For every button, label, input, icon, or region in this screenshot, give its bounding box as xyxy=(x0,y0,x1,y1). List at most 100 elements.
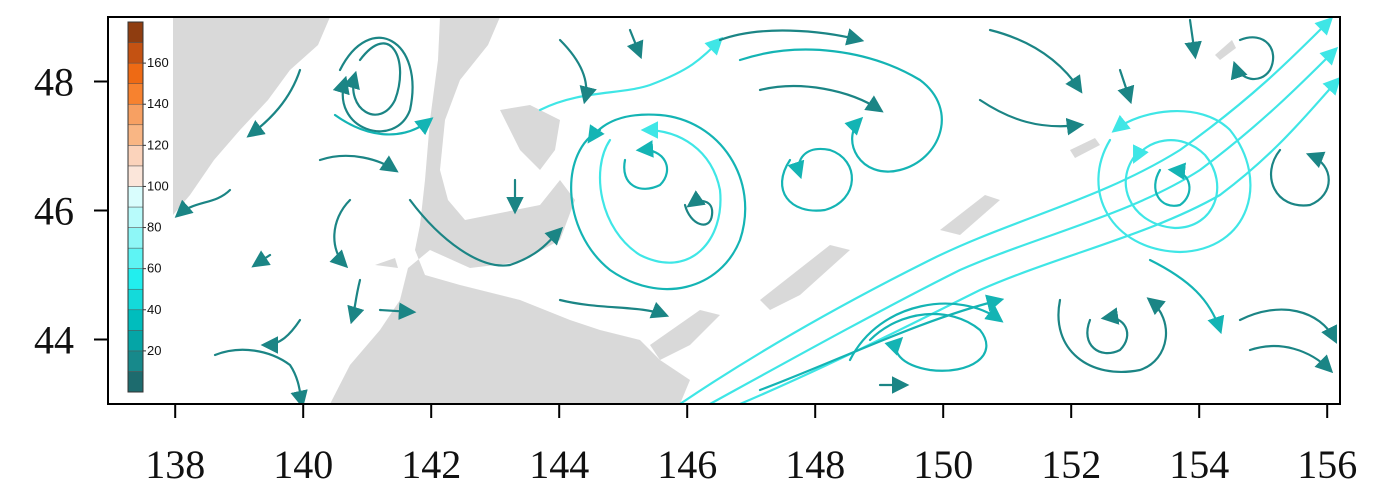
colorbar-bin xyxy=(127,145,144,167)
colorbar-bin xyxy=(127,309,144,331)
streamline xyxy=(332,36,414,133)
land xyxy=(650,310,720,360)
land xyxy=(173,17,330,215)
land xyxy=(940,195,1000,235)
colorbar-bin xyxy=(127,247,144,269)
streamline xyxy=(570,113,747,291)
colorbar-tick-label: 140 xyxy=(147,96,169,111)
streamline xyxy=(1097,110,1252,254)
streamline xyxy=(1230,36,1275,81)
streamline xyxy=(558,298,670,319)
streamline xyxy=(1086,307,1129,355)
streamline xyxy=(408,198,564,267)
streamline xyxy=(333,113,434,136)
streamline xyxy=(738,48,943,173)
colorbar-bin xyxy=(127,103,144,126)
streamline xyxy=(758,294,1005,392)
streamline xyxy=(626,28,644,60)
colorbar-bin xyxy=(127,21,144,43)
streamline xyxy=(213,348,308,404)
colorbar-bin xyxy=(127,83,144,105)
colorbar-bin xyxy=(127,350,144,372)
streamline xyxy=(318,154,399,173)
colorbar-tick-label: 60 xyxy=(147,261,161,276)
streamline xyxy=(780,147,853,212)
colorbar-bin xyxy=(127,124,144,146)
colorbar-frame xyxy=(127,21,144,393)
streamline xyxy=(758,84,884,113)
x-tick-label: 138 xyxy=(145,442,205,487)
streamline xyxy=(848,302,1004,362)
colorbar-bin xyxy=(127,186,144,208)
streamline xyxy=(1124,139,1219,230)
streamline xyxy=(1248,345,1334,374)
x-tick-label: 142 xyxy=(401,442,461,487)
colorbar-bin xyxy=(127,268,144,290)
plot-frame xyxy=(107,16,1341,405)
streamline xyxy=(1270,148,1330,207)
x-tick-label: 154 xyxy=(1169,442,1229,487)
x-tick-label: 150 xyxy=(913,442,973,487)
colorbar-bin xyxy=(127,330,144,352)
land xyxy=(500,105,560,170)
colorbar: 20 40 60 80 100 120 140 160 xyxy=(127,21,169,393)
colorbar-tick-label: 20 xyxy=(147,343,161,358)
land xyxy=(1215,40,1236,60)
streamline xyxy=(378,302,417,320)
streamline xyxy=(1184,18,1202,60)
colorbar-bin xyxy=(127,371,144,393)
x-tick-label: 144 xyxy=(529,442,589,487)
streamline xyxy=(1154,162,1191,207)
streamline xyxy=(988,28,1083,94)
streamline xyxy=(538,36,724,112)
x-tick-label: 140 xyxy=(273,442,333,487)
land xyxy=(330,17,690,404)
streamline xyxy=(558,38,597,105)
streamline xyxy=(251,250,272,268)
x-tick-label: 156 xyxy=(1297,442,1357,487)
colorbar-bin xyxy=(127,206,144,228)
axes: 138 140 142 144 146 148 150 152 154 156 44 46 48 xyxy=(34,60,1357,488)
streamline xyxy=(1148,258,1225,335)
colorbar-tick-label: 40 xyxy=(147,302,161,317)
streamline xyxy=(868,312,988,372)
streamline xyxy=(342,42,402,116)
land xyxy=(760,245,850,310)
streamline xyxy=(678,17,1334,404)
streamline xyxy=(1238,308,1337,344)
land xyxy=(375,258,398,268)
colorbar-bin xyxy=(127,288,144,311)
map-area xyxy=(173,17,1340,404)
colorbar-tick-label: 80 xyxy=(147,220,161,235)
colorbar-bin xyxy=(127,165,144,187)
y-tick-label: 44 xyxy=(34,318,74,363)
x-tick-label: 152 xyxy=(1041,442,1101,487)
streamline xyxy=(260,318,302,354)
x-tick-label: 148 xyxy=(785,442,845,487)
x-tick-label: 146 xyxy=(657,442,717,487)
streamline xyxy=(978,98,1085,136)
streamline xyxy=(246,68,302,138)
y-tick-label: 46 xyxy=(34,189,74,234)
streamline xyxy=(1117,68,1135,105)
colorbar-tick-label: 160 xyxy=(147,55,169,70)
colorbar-bin xyxy=(127,42,144,64)
colorbar-bin xyxy=(127,227,144,249)
streamline xyxy=(683,190,714,226)
land xyxy=(1070,138,1100,158)
streamline xyxy=(1057,297,1168,373)
streamline xyxy=(329,198,352,269)
streamlines xyxy=(174,17,1340,404)
colorbar-tick-label: 120 xyxy=(147,137,169,152)
y-tick-label: 48 xyxy=(34,60,74,105)
colorbar-tick-label: 100 xyxy=(147,178,169,193)
streamline xyxy=(174,188,232,218)
streamline xyxy=(598,121,722,264)
streamline xyxy=(718,28,865,46)
streamline xyxy=(623,140,669,190)
streamline xyxy=(347,278,365,325)
colorbar-bin xyxy=(127,62,144,84)
streamline xyxy=(738,76,1340,404)
streamline xyxy=(708,46,1339,404)
